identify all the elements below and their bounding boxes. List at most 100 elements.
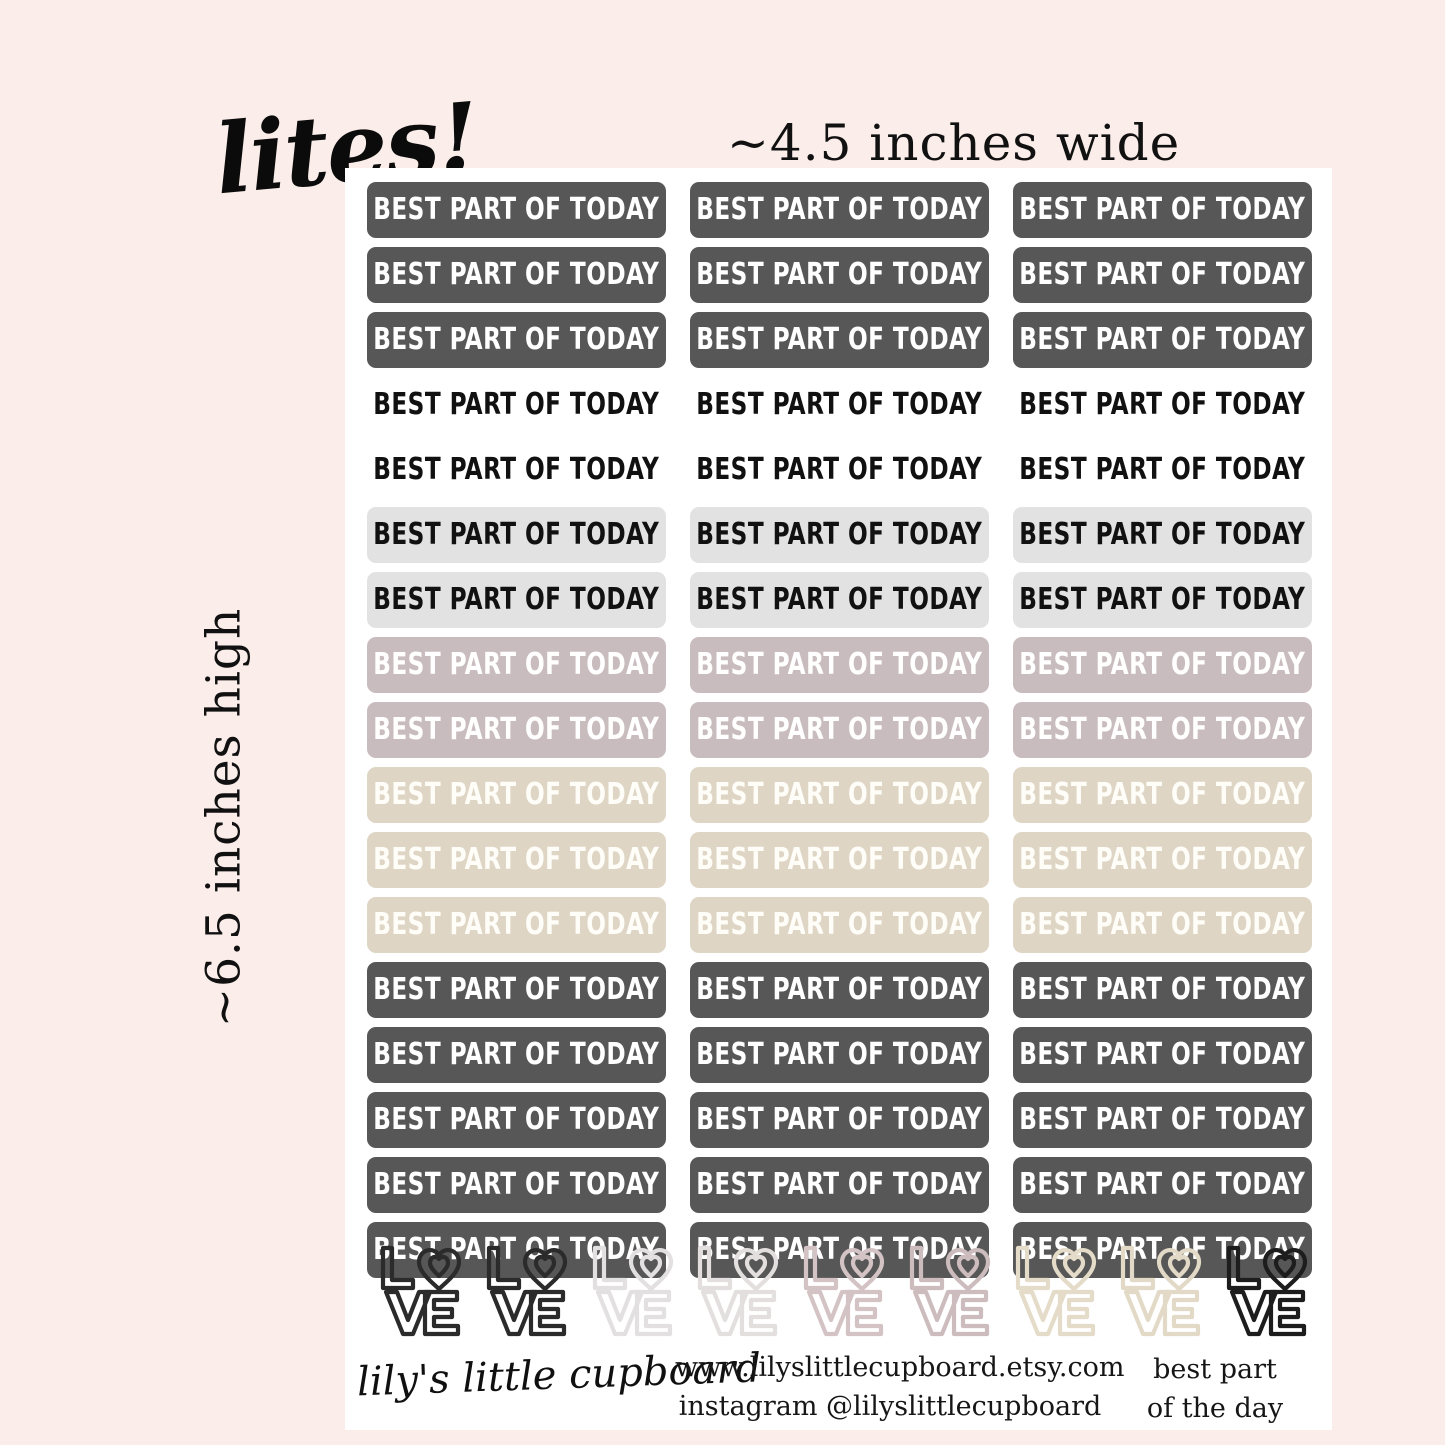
sticker-best-part-of-today[interactable]: BEST PART OF TODAY [367, 897, 666, 953]
sticker-best-part-of-today[interactable]: BEST PART OF TODAY [367, 377, 666, 433]
sticker-best-part-of-today[interactable]: BEST PART OF TODAY [1013, 702, 1312, 758]
sticker-best-part-of-today[interactable]: BEST PART OF TODAY [690, 1092, 989, 1148]
sticker-row: BEST PART OF TODAY BEST PART OF TODAY BEST… [367, 1027, 1312, 1084]
sticker-label: BEST PART OF TODAY [696, 1102, 983, 1137]
sticker-best-part-of-today[interactable]: BEST PART OF TODAY [367, 572, 666, 628]
sticker-best-part-of-today[interactable]: BEST PART OF TODAY [1013, 182, 1312, 238]
love-heart-icon[interactable] [479, 1240, 571, 1340]
sticker-best-part-of-today[interactable]: BEST PART OF TODAY [367, 1027, 666, 1083]
sticker-best-part-of-today[interactable]: BEST PART OF TODAY [1013, 637, 1312, 693]
tagline-line-2: of the day [1146, 1393, 1284, 1425]
sticker-label: BEST PART OF TODAY [373, 387, 660, 422]
sticker-row: BEST PART OF TODAY BEST PART OF TODAY BEST… [367, 637, 1312, 694]
love-heart-icon[interactable] [1008, 1240, 1100, 1340]
sticker-label: BEST PART OF TODAY [696, 582, 983, 617]
sticker-best-part-of-today[interactable]: BEST PART OF TODAY [690, 832, 989, 888]
sticker-label: BEST PART OF TODAY [1019, 582, 1306, 617]
sticker-label: BEST PART OF TODAY [373, 647, 660, 682]
love-heart-icon[interactable] [690, 1240, 782, 1340]
sticker-best-part-of-today[interactable]: BEST PART OF TODAY [690, 182, 989, 238]
love-heart-icon[interactable] [1219, 1240, 1311, 1340]
sticker-best-part-of-today[interactable]: BEST PART OF TODAY [690, 572, 989, 628]
sticker-best-part-of-today[interactable]: BEST PART OF TODAY [690, 442, 989, 498]
sticker-best-part-of-today[interactable]: BEST PART OF TODAY [690, 897, 989, 953]
sticker-best-part-of-today[interactable]: BEST PART OF TODAY [690, 702, 989, 758]
sticker-row: BEST PART OF TODAY BEST PART OF TODAY BEST… [367, 767, 1312, 824]
sticker-best-part-of-today[interactable]: BEST PART OF TODAY [1013, 247, 1312, 303]
sticker-best-part-of-today[interactable]: BEST PART OF TODAY [690, 962, 989, 1018]
sticker-label: BEST PART OF TODAY [696, 387, 983, 422]
sticker-label: BEST PART OF TODAY [373, 1102, 660, 1137]
love-heart-icon[interactable] [796, 1240, 888, 1340]
sticker-best-part-of-today[interactable]: BEST PART OF TODAY [367, 962, 666, 1018]
sticker-label: BEST PART OF TODAY [1019, 452, 1306, 487]
website-link[interactable]: www.lilyslittlecupboard.etsy.com [675, 1352, 1125, 1383]
sticker-best-part-of-today[interactable]: BEST PART OF TODAY [367, 1157, 666, 1213]
sticker-best-part-of-today[interactable]: BEST PART OF TODAY [367, 507, 666, 563]
width-annotation: ~4.5 inches wide [727, 114, 1181, 172]
sticker-best-part-of-today[interactable]: BEST PART OF TODAY [690, 377, 989, 433]
instagram-handle[interactable]: instagram @lilyslittlecupboard [678, 1391, 1102, 1423]
sticker-label: BEST PART OF TODAY [373, 972, 660, 1007]
sticker-label: BEST PART OF TODAY [696, 192, 983, 227]
sticker-label: BEST PART OF TODAY [373, 1037, 660, 1072]
sticker-label: BEST PART OF TODAY [696, 1167, 983, 1202]
sticker-best-part-of-today[interactable]: BEST PART OF TODAY [690, 637, 989, 693]
sticker-best-part-of-today[interactable]: BEST PART OF TODAY [367, 1092, 666, 1148]
sticker-label: BEST PART OF TODAY [373, 582, 660, 617]
sticker-label: BEST PART OF TODAY [373, 257, 660, 292]
sticker-label: BEST PART OF TODAY [696, 257, 983, 292]
sticker-best-part-of-today[interactable]: BEST PART OF TODAY [1013, 1027, 1312, 1083]
sticker-row: BEST PART OF TODAY BEST PART OF TODAY BEST… [367, 572, 1312, 629]
sticker-row: BEST PART OF TODAY BEST PART OF TODAY BEST… [367, 1157, 1312, 1214]
love-heart-icon[interactable] [585, 1240, 677, 1340]
sticker-best-part-of-today[interactable]: BEST PART OF TODAY [1013, 377, 1312, 433]
sticker-best-part-of-today[interactable]: BEST PART OF TODAY [367, 247, 666, 303]
sticker-label: BEST PART OF TODAY [1019, 777, 1306, 812]
sticker-label: BEST PART OF TODAY [373, 777, 660, 812]
sheet-footer: lily's little cupboard www.lilyslittlecu… [345, 1345, 1332, 1430]
love-heart-icon[interactable] [902, 1240, 994, 1340]
sticker-best-part-of-today[interactable]: BEST PART OF TODAY [1013, 507, 1312, 563]
sticker-best-part-of-today[interactable]: BEST PART OF TODAY [690, 767, 989, 823]
sticker-best-part-of-today[interactable]: BEST PART OF TODAY [1013, 572, 1312, 628]
sticker-row: BEST PART OF TODAY BEST PART OF TODAY BEST… [367, 702, 1312, 759]
sticker-best-part-of-today[interactable]: BEST PART OF TODAY [367, 702, 666, 758]
sticker-best-part-of-today[interactable]: BEST PART OF TODAY [367, 767, 666, 823]
sticker-label: BEST PART OF TODAY [373, 452, 660, 487]
sticker-best-part-of-today[interactable]: BEST PART OF TODAY [1013, 897, 1312, 953]
sticker-best-part-of-today[interactable]: BEST PART OF TODAY [690, 1222, 989, 1278]
sticker-best-part-of-today[interactable]: BEST PART OF TODAY [1013, 1157, 1312, 1213]
sticker-best-part-of-today[interactable]: BEST PART OF TODAY [1013, 312, 1312, 368]
sticker-best-part-of-today[interactable]: BEST PART OF TODAY [1013, 767, 1312, 823]
sticker-label: BEST PART OF TODAY [1019, 712, 1306, 747]
sticker-best-part-of-today[interactable]: BEST PART OF TODAY [367, 637, 666, 693]
love-heart-icon[interactable] [373, 1240, 465, 1340]
sticker-best-part-of-today[interactable]: BEST PART OF TODAY [1013, 442, 1312, 498]
sticker-best-part-of-today[interactable]: BEST PART OF TODAY [367, 442, 666, 498]
sticker-row: BEST PART OF TODAY BEST PART OF TODAY BEST… [367, 897, 1312, 954]
sticker-label: BEST PART OF TODAY [696, 907, 983, 942]
sticker-best-part-of-today[interactable]: BEST PART OF TODAY [690, 247, 989, 303]
sticker-label: BEST PART OF TODAY [696, 517, 983, 552]
love-heart-icon[interactable] [1113, 1240, 1205, 1340]
sticker-row: BEST PART OF TODAY BEST PART OF TODAY BEST… [367, 442, 1312, 499]
sticker-best-part-of-today[interactable]: BEST PART OF TODAY [367, 312, 666, 368]
sticker-label: BEST PART OF TODAY [1019, 192, 1306, 227]
sticker-best-part-of-today[interactable]: BEST PART OF TODAY [367, 832, 666, 888]
sticker-best-part-of-today[interactable]: BEST PART OF TODAY [690, 312, 989, 368]
sticker-best-part-of-today[interactable]: BEST PART OF TODAY [690, 507, 989, 563]
sticker-best-part-of-today[interactable]: BEST PART OF TODAY [1013, 832, 1312, 888]
sticker-best-part-of-today[interactable]: BEST PART OF TODAY [1013, 962, 1312, 1018]
sticker-best-part-of-today[interactable]: BEST PART OF TODAY [1013, 1092, 1312, 1148]
shop-links: www.lilyslittlecupboard.etsy.com instagr… [675, 1348, 1125, 1426]
sticker-best-part-of-today[interactable]: BEST PART OF TODAY [690, 1157, 989, 1213]
sticker-label: BEST PART OF TODAY [1019, 387, 1306, 422]
sticker-label: BEST PART OF TODAY [1019, 257, 1306, 292]
sticker-best-part-of-today[interactable]: BEST PART OF TODAY [690, 1027, 989, 1083]
sticker-row: BEST PART OF TODAY BEST PART OF TODAY BEST… [367, 1092, 1312, 1149]
sticker-best-part-of-today[interactable]: BEST PART OF TODAY [367, 182, 666, 238]
sticker-row: BEST PART OF TODAY BEST PART OF TODAY BEST… [367, 832, 1312, 889]
sticker-row: BEST PART OF TODAY BEST PART OF TODAY BEST… [367, 312, 1312, 369]
